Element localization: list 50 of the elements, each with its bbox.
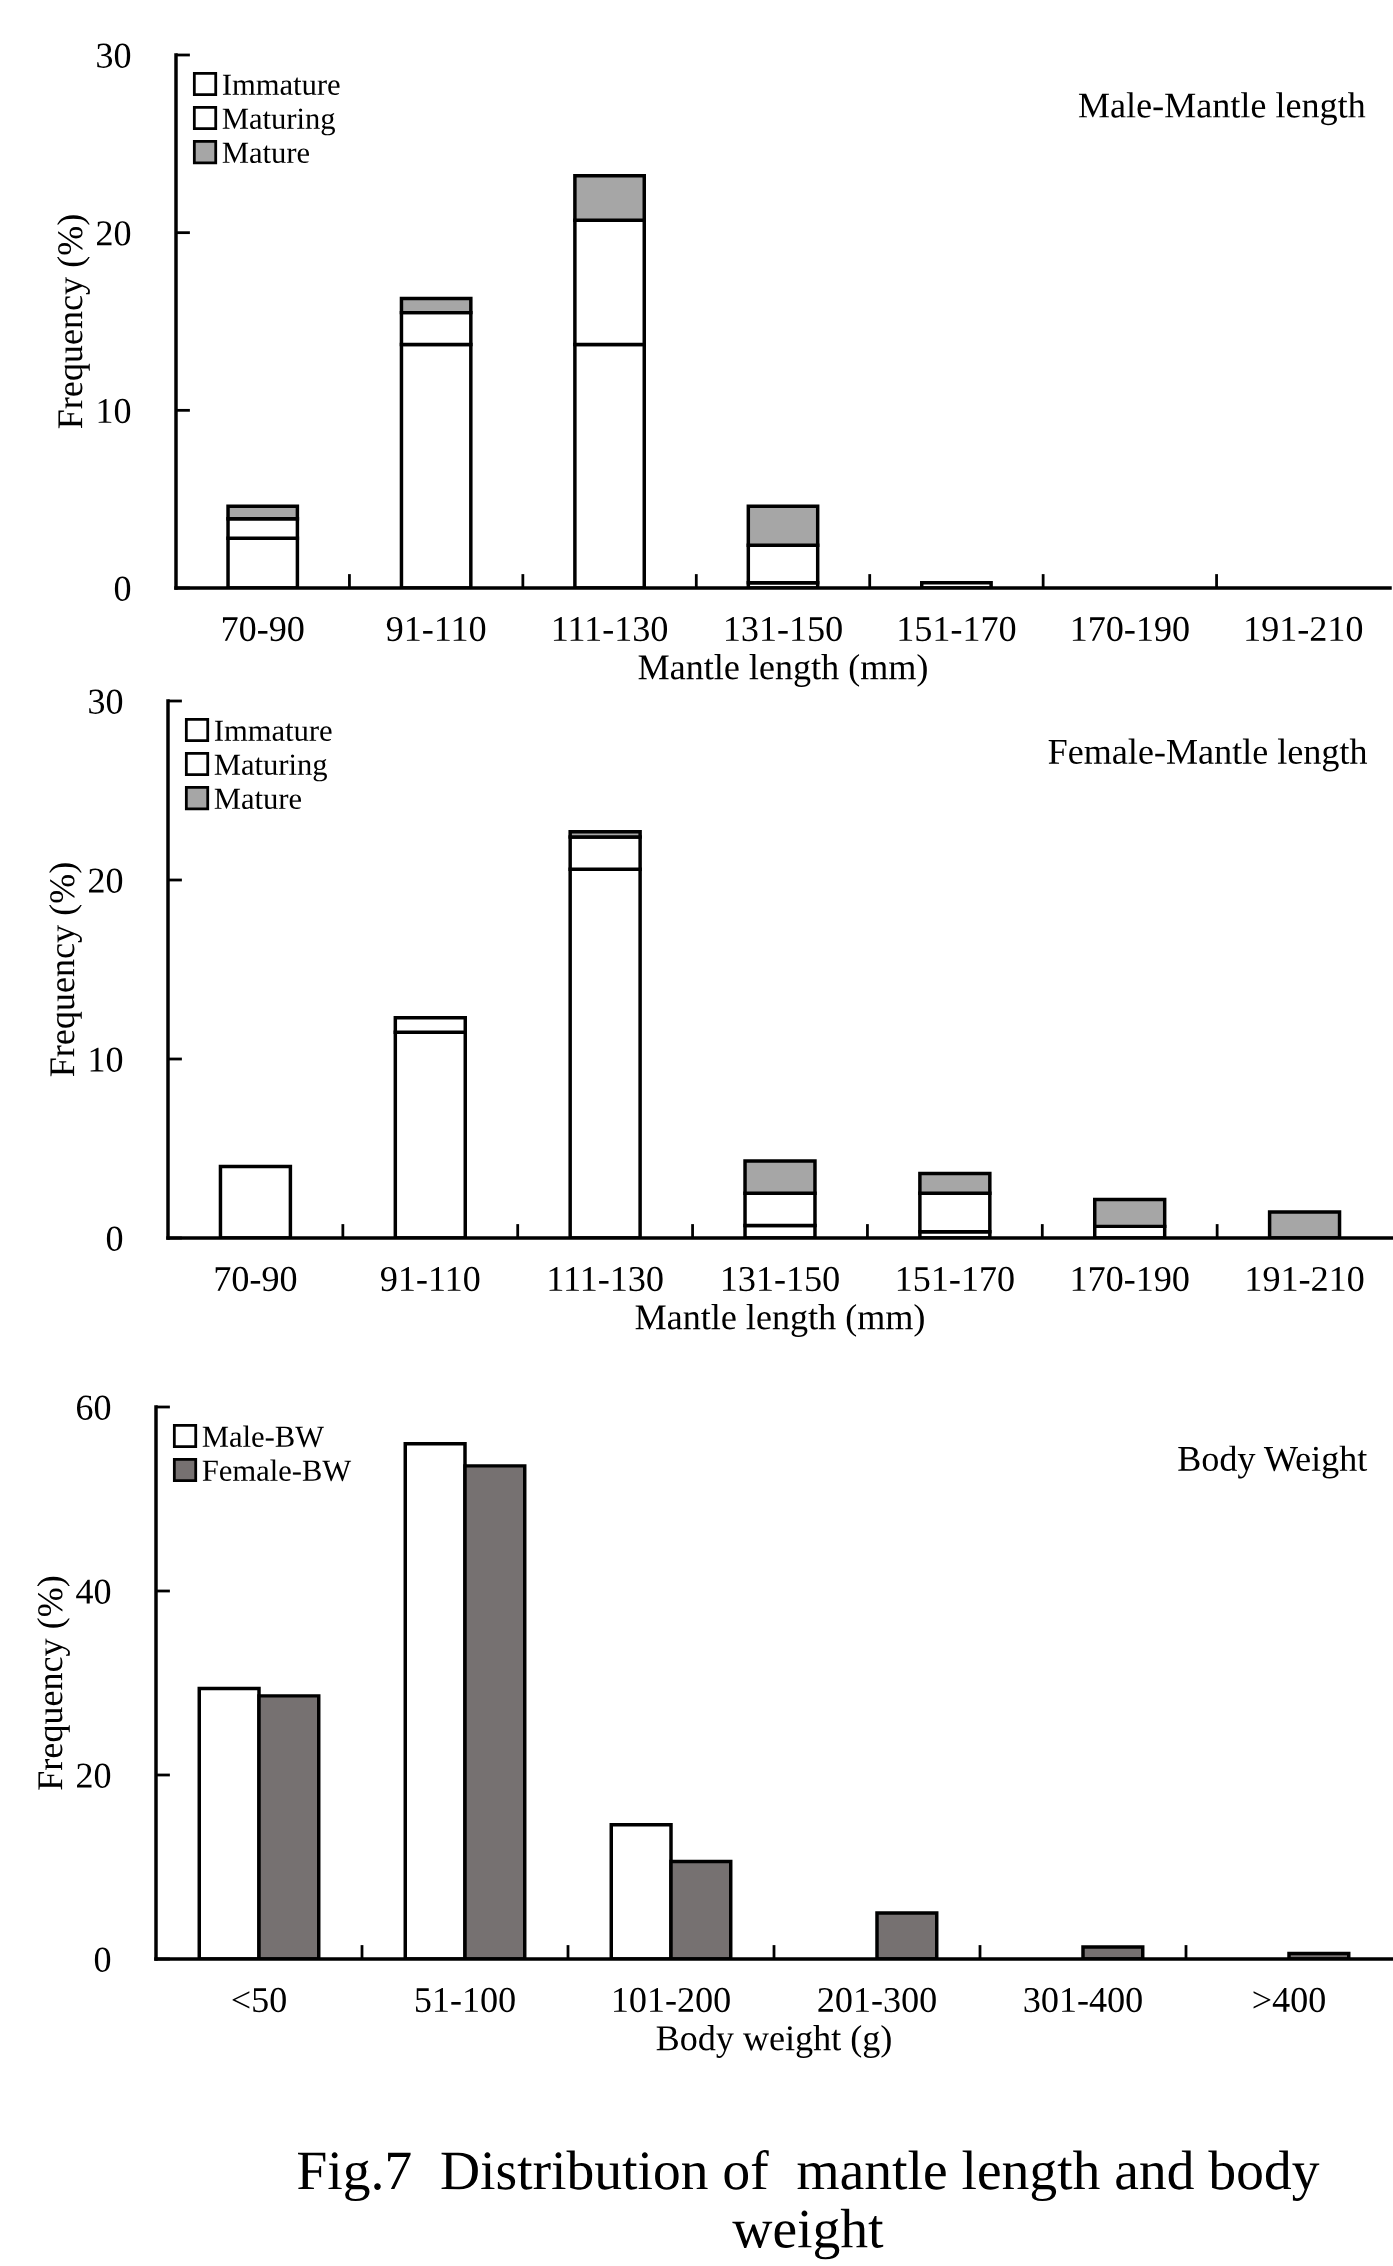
y-axis-title: Frequency (%) xyxy=(37,1576,70,1790)
y-tick-label: 10 xyxy=(98,398,131,424)
legend-label: Maturing xyxy=(222,108,335,136)
x-tick-label: 151-170 xyxy=(899,616,1016,642)
x-tick-label: 91-110 xyxy=(386,616,486,642)
x-tick-label: 170-190 xyxy=(1072,1266,1189,1292)
x-tick-label: 51-100 xyxy=(415,1987,515,2013)
y-tick-label: 0 xyxy=(106,1226,123,1251)
text: Male-Mantle length xyxy=(1078,92,1366,126)
text: Body Weight xyxy=(1178,1445,1368,1479)
x-tick-label: 101-200 xyxy=(614,1987,730,2013)
y-tick-label: 30 xyxy=(97,43,131,68)
legend-label: Mature xyxy=(214,788,302,810)
x-axis-title: Mantle length (mm) xyxy=(635,1304,924,1337)
x-tick-label: 170-190 xyxy=(1072,616,1189,642)
y-tick-label: 20 xyxy=(89,868,123,893)
legend-label: Immature xyxy=(214,720,332,742)
x-tick-label: 70-90 xyxy=(215,1266,297,1292)
x-tick-label: 151-170 xyxy=(897,1266,1014,1292)
x-tick-label: 131-150 xyxy=(723,1266,839,1292)
x-axis-title: Mantle length (mm) xyxy=(638,654,927,687)
legend-label: Mature xyxy=(222,142,310,164)
y-tick-label: 20 xyxy=(77,1763,111,1788)
legend-label: Immature xyxy=(222,74,340,96)
x-tick-label: >400 xyxy=(1253,1987,1325,2013)
x-tick-label: 111-130 xyxy=(549,1266,663,1292)
legend-label: Female-BW xyxy=(202,1459,352,1482)
x-tick-label: 301-400 xyxy=(1024,1987,1142,2013)
caption: Fig.7 Distribution of mantle length and body weight xyxy=(298,2150,1320,2260)
y-tick-label: 0 xyxy=(114,576,131,601)
legend-label: Maturing xyxy=(214,754,327,782)
text: Female-Mantle length xyxy=(1048,738,1368,772)
x-axis-title: Body weight (g) xyxy=(656,2025,891,2058)
legend-label: Male-BW xyxy=(202,1425,324,1448)
x-tick-label: 111-130 xyxy=(553,616,668,642)
y-tick-label: 30 xyxy=(89,689,123,714)
x-tick-label: 70-90 xyxy=(222,616,304,642)
x-tick-label: 201-300 xyxy=(818,1987,936,2013)
y-tick-label: 60 xyxy=(77,1395,111,1420)
x-tick-label: 91-110 xyxy=(380,1266,480,1292)
y-tick-label: 0 xyxy=(94,1947,111,1972)
y-tick-label: 20 xyxy=(97,221,131,246)
x-tick-label: 191-210 xyxy=(1246,616,1363,642)
x-tick-label: <50 xyxy=(232,1987,286,2013)
y-tick-label: 10 xyxy=(90,1047,123,1072)
x-tick-label: 191-210 xyxy=(1247,1266,1364,1292)
y-axis-title: Frequency (%) xyxy=(49,863,82,1077)
y-tick-label: 40 xyxy=(76,1579,111,1604)
x-tick-label: 131-150 xyxy=(726,616,842,642)
y-axis-title: Frequency (%) xyxy=(57,215,90,429)
